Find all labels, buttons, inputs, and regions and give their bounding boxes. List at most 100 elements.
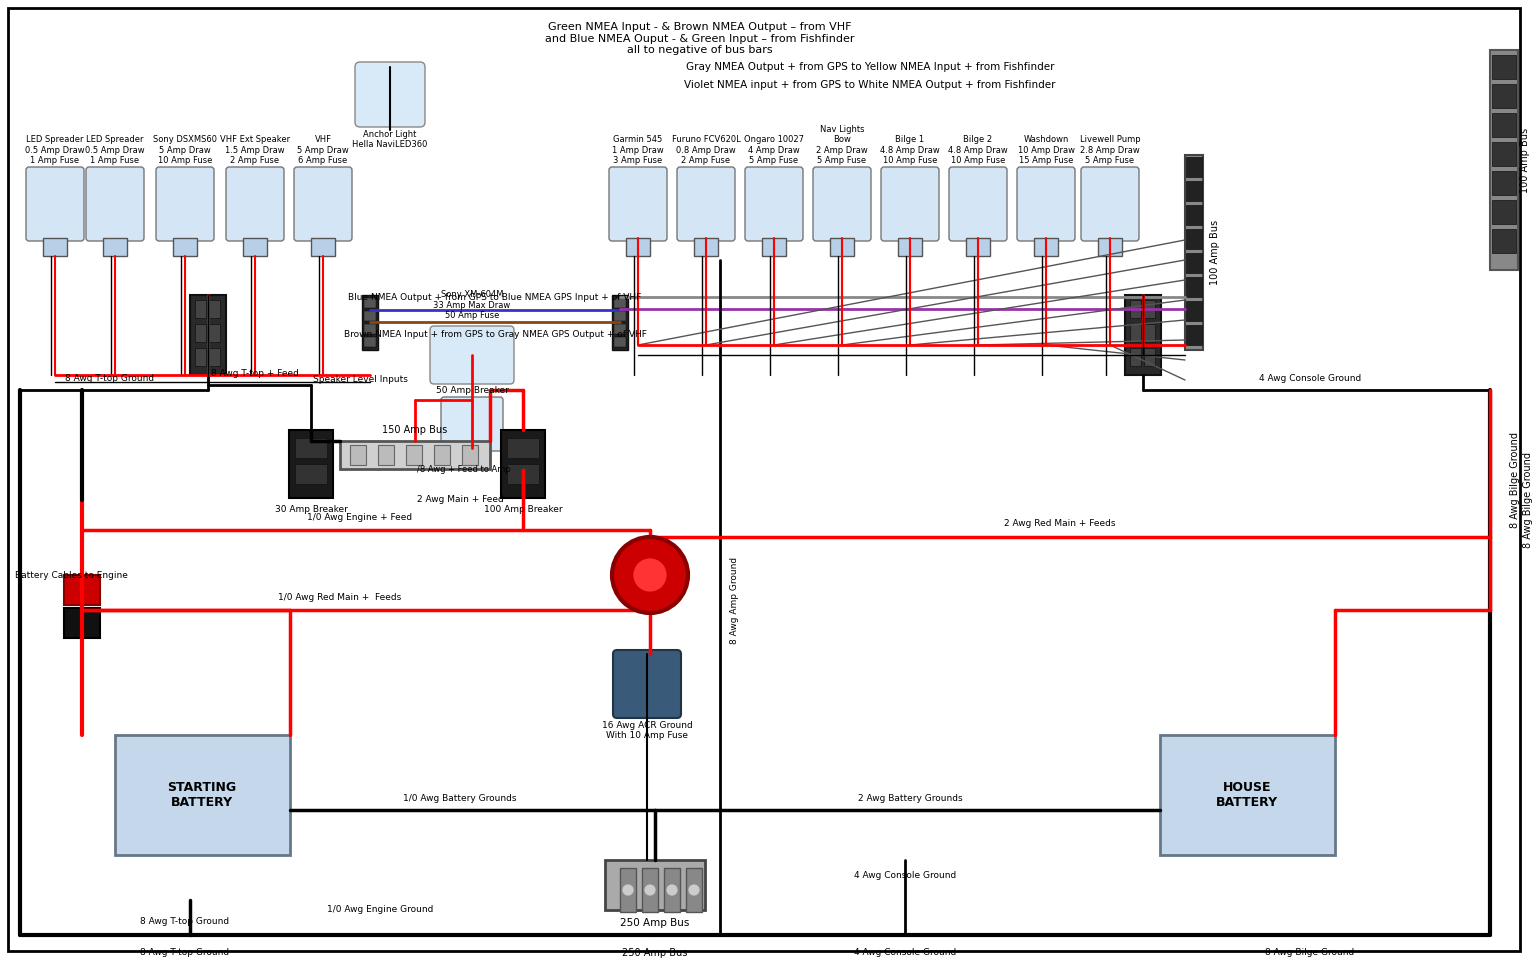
Bar xyxy=(1491,200,1516,224)
Bar xyxy=(966,238,991,256)
Bar xyxy=(209,324,220,342)
Text: Sony DSXMS60
5 Amp Draw
10 Amp Fuse: Sony DSXMS60 5 Amp Draw 10 Amp Fuse xyxy=(154,135,217,165)
Text: Bilge 1
4.8 Amp Draw
10 Amp Fuse: Bilge 1 4.8 Amp Draw 10 Amp Fuse xyxy=(880,135,940,165)
FancyBboxPatch shape xyxy=(355,62,425,127)
Text: Green NMEA Input - & Brown NMEA Output – from VHF
and Blue NMEA Ouput - & Green : Green NMEA Input - & Brown NMEA Output –… xyxy=(545,22,854,55)
Bar xyxy=(611,295,628,350)
Bar xyxy=(627,238,650,256)
Circle shape xyxy=(622,884,634,896)
Text: 2 Awg Red Main + Feeds: 2 Awg Red Main + Feeds xyxy=(1005,519,1115,528)
Text: Blue NMEA Output + from GPS to Blue NMEA GPS Input + of VHF: Blue NMEA Output + from GPS to Blue NMEA… xyxy=(349,293,642,302)
Bar xyxy=(1130,300,1141,318)
Text: 1/0 Awg Battery Grounds: 1/0 Awg Battery Grounds xyxy=(404,794,516,803)
Bar xyxy=(190,295,226,375)
Text: 16 Awg ACR Ground
With 10 Amp Fuse: 16 Awg ACR Ground With 10 Amp Fuse xyxy=(602,721,693,741)
Text: 8 Awg T-top Ground: 8 Awg T-top Ground xyxy=(140,948,229,957)
Text: Brown NMEA Input + from GPS to Gray NMEA GPS Output + of VHF: Brown NMEA Input + from GPS to Gray NMEA… xyxy=(344,330,647,339)
Text: LED Spreader
0.5 Amp Draw
1 Amp Fuse: LED Spreader 0.5 Amp Draw 1 Amp Fuse xyxy=(84,135,144,165)
Text: Furuno FCV620L
0.8 Amp Draw
2 Amp Fuse: Furuno FCV620L 0.8 Amp Draw 2 Amp Fuse xyxy=(671,135,740,165)
Bar xyxy=(310,238,335,256)
Bar xyxy=(362,295,378,350)
Text: Washdown
10 Amp Draw
15 Amp Fuse: Washdown 10 Amp Draw 15 Amp Fuse xyxy=(1017,135,1075,165)
FancyBboxPatch shape xyxy=(745,167,803,241)
Bar xyxy=(406,445,422,465)
Text: 4 Awg Console Ground: 4 Awg Console Ground xyxy=(854,948,955,957)
Bar xyxy=(1491,55,1516,79)
Bar xyxy=(1490,50,1518,270)
Bar xyxy=(694,238,717,256)
Bar xyxy=(1034,238,1058,256)
Text: 100 Amp Bus: 100 Amp Bus xyxy=(1210,220,1220,284)
Text: Anchor Light
Hella NaviLED360: Anchor Light Hella NaviLED360 xyxy=(352,130,427,149)
Bar xyxy=(364,298,376,308)
FancyBboxPatch shape xyxy=(1081,167,1140,241)
Circle shape xyxy=(688,884,700,896)
Bar xyxy=(462,445,478,465)
Text: 150 Amp Bus: 150 Amp Bus xyxy=(382,425,447,435)
Bar xyxy=(1124,295,1161,375)
Bar xyxy=(209,348,220,366)
Bar xyxy=(65,608,100,638)
Bar xyxy=(435,445,450,465)
Bar xyxy=(1186,253,1203,273)
FancyBboxPatch shape xyxy=(677,167,736,241)
Bar xyxy=(195,348,206,366)
Bar xyxy=(1144,324,1155,342)
Bar xyxy=(295,464,327,484)
Bar xyxy=(378,445,395,465)
Text: 50 Amp Breaker: 50 Amp Breaker xyxy=(436,386,508,395)
Bar xyxy=(762,238,786,256)
Bar xyxy=(1491,229,1516,253)
Bar xyxy=(1491,84,1516,108)
Text: Violet NMEA input + from GPS to White NMEA Output + from Fishfinder: Violet NMEA input + from GPS to White NM… xyxy=(684,80,1055,90)
Bar xyxy=(43,238,68,256)
Text: 1/0 Awg Engine + Feed: 1/0 Awg Engine + Feed xyxy=(307,513,413,522)
Bar xyxy=(1130,324,1141,342)
Bar xyxy=(243,238,267,256)
Text: 1/0 Awg Red Main +  Feeds: 1/0 Awg Red Main + Feeds xyxy=(278,593,401,602)
Bar xyxy=(614,298,627,308)
FancyBboxPatch shape xyxy=(430,326,515,384)
Bar xyxy=(364,311,376,321)
Bar xyxy=(605,860,705,910)
Text: Garmin 545
1 Amp Draw
3 Amp Fuse: Garmin 545 1 Amp Draw 3 Amp Fuse xyxy=(613,135,664,165)
Bar xyxy=(621,868,636,912)
FancyBboxPatch shape xyxy=(26,167,84,241)
Text: 1/0 Awg Engine Ground: 1/0 Awg Engine Ground xyxy=(327,905,433,915)
FancyBboxPatch shape xyxy=(86,167,144,241)
Bar xyxy=(1144,300,1155,318)
Circle shape xyxy=(667,884,677,896)
FancyBboxPatch shape xyxy=(293,167,352,241)
Bar xyxy=(1160,735,1335,855)
Bar xyxy=(1186,325,1203,345)
Bar xyxy=(1186,277,1203,297)
Text: 2 Awg Main + Feed: 2 Awg Main + Feed xyxy=(416,496,504,505)
FancyBboxPatch shape xyxy=(608,167,667,241)
FancyBboxPatch shape xyxy=(949,167,1008,241)
Bar xyxy=(1186,301,1203,321)
Bar xyxy=(174,238,197,256)
Text: HOUSE
BATTERY: HOUSE BATTERY xyxy=(1217,781,1278,809)
Text: 30 Amp Breaker: 30 Amp Breaker xyxy=(275,505,347,514)
Text: Sony XM-604M
33 Amp Max Draw
50 Amp Fuse: Sony XM-604M 33 Amp Max Draw 50 Amp Fuse xyxy=(433,290,510,320)
Bar xyxy=(1130,348,1141,366)
Text: 8 Awg Bilge Ground: 8 Awg Bilge Ground xyxy=(1510,432,1521,528)
Bar xyxy=(1186,181,1203,201)
Bar xyxy=(829,238,854,256)
Text: 8 Awg T-top + Feed: 8 Awg T-top + Feed xyxy=(210,369,300,378)
Text: STARTING
BATTERY: STARTING BATTERY xyxy=(167,781,237,809)
Text: 8 Awg T-top Ground: 8 Awg T-top Ground xyxy=(66,374,155,383)
Text: VHF Ext Speaker
1.5 Amp Draw
2 Amp Fuse: VHF Ext Speaker 1.5 Amp Draw 2 Amp Fuse xyxy=(220,135,290,165)
Text: 2 Awg Battery Grounds: 2 Awg Battery Grounds xyxy=(857,794,963,803)
Bar xyxy=(507,438,539,458)
FancyBboxPatch shape xyxy=(157,167,214,241)
Bar xyxy=(1186,205,1203,225)
Text: 100 Amp Breaker: 100 Amp Breaker xyxy=(484,505,562,514)
Text: 100 Amp Bus: 100 Amp Bus xyxy=(1521,127,1530,193)
Bar xyxy=(1186,229,1203,249)
Text: Battery Cables to Engine: Battery Cables to Engine xyxy=(15,570,127,580)
Text: 8 Awg Amp Ground: 8 Awg Amp Ground xyxy=(730,557,739,643)
Bar xyxy=(1098,238,1121,256)
Bar xyxy=(614,337,627,347)
Circle shape xyxy=(611,537,688,613)
